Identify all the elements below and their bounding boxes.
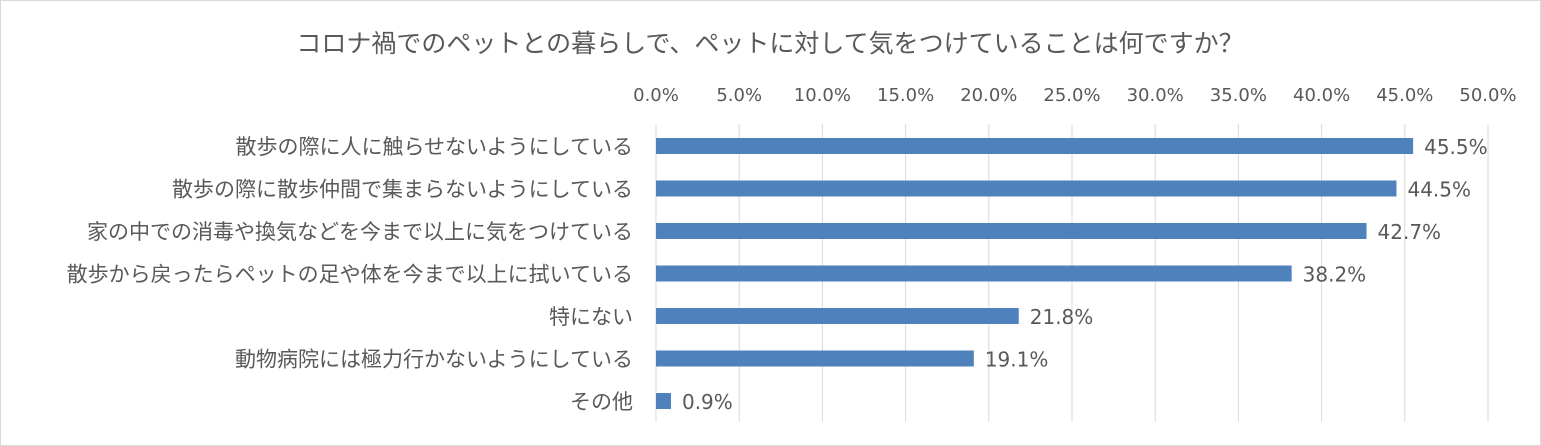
data-label: 21.8%: [1030, 305, 1094, 329]
x-axis-ticks: 0.0% 5.0% 10.0% 15.0% 20.0% 25.0% 30.0% 35.0% 40…: [633, 85, 1516, 106]
x-tick-label: 45.0%: [1376, 85, 1433, 106]
bar: [656, 308, 1019, 324]
category-label: 散歩から戻ったらペットの足や体を今まで以上に拭いている: [67, 263, 633, 287]
x-tick-label: 20.0%: [960, 85, 1017, 106]
category-label: 動物病院には極力行かないようにしている: [235, 348, 633, 372]
data-labels: 45.5% 44.5% 42.7% 38.2% 21.8% 19.1% 0.9%: [682, 135, 1488, 414]
x-tick-label: 50.0%: [1459, 85, 1516, 106]
bar: [656, 350, 974, 367]
category-label: その他: [570, 390, 633, 414]
bar: [656, 138, 1414, 154]
x-tick-label: 15.0%: [877, 85, 934, 106]
category-label: 散歩の際に人に触らせないようにしている: [235, 135, 633, 159]
bar: [656, 265, 1292, 282]
category-label: 特にない: [549, 305, 633, 329]
x-tick-label: 35.0%: [1210, 85, 1267, 106]
category-labels: 散歩の際に人に触らせないようにしている散歩の際に散歩仲間で集まらないようにしてい…: [67, 135, 633, 414]
x-tick-label: 10.0%: [794, 85, 851, 106]
data-label: 42.7%: [1378, 220, 1442, 244]
x-tick-label: 0.0%: [633, 85, 679, 106]
x-tick-label: 40.0%: [1293, 85, 1350, 106]
x-tick-label: 25.0%: [1043, 85, 1100, 106]
category-label: 散歩の際に散歩仲間で集まらないようにしている: [172, 178, 633, 202]
bar: [656, 180, 1397, 197]
x-tick-label: 5.0%: [716, 85, 762, 106]
chart-title: コロナ禍でのペットとの暮らしで、ペットに対して気をつけていることは何ですか？: [296, 29, 1243, 58]
data-label: 44.5%: [1407, 178, 1471, 202]
gridlines: [655, 124, 1489, 422]
bar: [656, 393, 671, 409]
data-label: 38.2%: [1303, 263, 1367, 287]
data-label: 45.5%: [1424, 135, 1488, 159]
bars: [656, 138, 1414, 409]
x-tick-label: 30.0%: [1127, 85, 1184, 106]
category-label: 家の中での消毒や換気などを今まで以上に気をつけている: [87, 220, 633, 244]
bar: [656, 223, 1367, 239]
data-label: 19.1%: [985, 348, 1049, 372]
data-label: 0.9%: [682, 390, 733, 414]
